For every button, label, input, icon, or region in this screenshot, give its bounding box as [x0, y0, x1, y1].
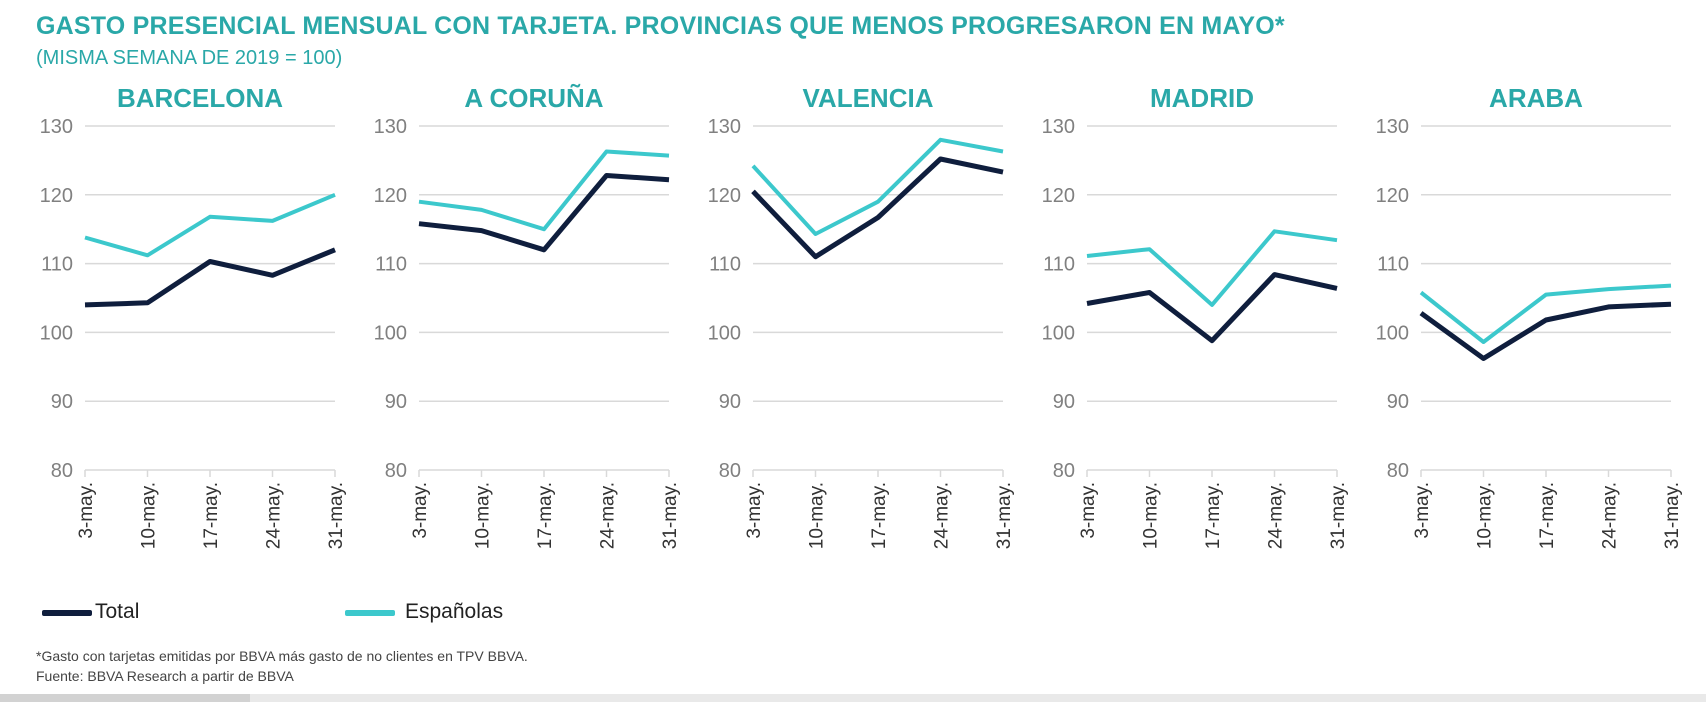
x-tick-label: 3-may.	[1078, 482, 1099, 539]
y-tick-label: 130	[374, 116, 407, 138]
y-tick-label: 110	[41, 254, 73, 276]
y-tick-label: 120	[1042, 185, 1075, 207]
y-tick-label: 120	[40, 185, 73, 207]
y-tick-label: 80	[51, 460, 73, 482]
x-tick-label: 3-may.	[76, 482, 97, 539]
x-tick-label: 10-may.	[807, 482, 828, 549]
y-tick-label: 130	[1376, 116, 1409, 138]
x-tick-label: 24-may.	[1266, 482, 1287, 549]
series-line-espanolas	[751, 137, 1004, 236]
y-tick-label: 110	[709, 254, 741, 276]
x-tick-label: 17-may.	[869, 482, 890, 549]
bottom-scroll-thumb	[0, 694, 250, 702]
series-line-espanolas	[418, 149, 670, 232]
panel-title: BARCELONA	[117, 83, 283, 113]
y-tick-label: 80	[719, 460, 741, 482]
x-tick-label: 3-may.	[1412, 482, 1433, 539]
y-tick-label: 80	[385, 460, 407, 482]
series-line-espanolas	[1419, 283, 1672, 344]
x-tick-label: 24-may.	[1600, 482, 1621, 549]
legend-total-label: Total	[95, 600, 140, 623]
panel-title: ARABA	[1489, 83, 1583, 113]
y-tick-label: 90	[51, 391, 73, 413]
source-note: Fuente: BBVA Research a partir de BBVA	[36, 668, 294, 684]
y-tick-label: 100	[374, 322, 407, 344]
series-line-total	[84, 247, 336, 308]
y-tick-label: 80	[1053, 460, 1075, 482]
x-tick-label: 31-may.	[1328, 482, 1349, 549]
x-tick-label: 31-may.	[994, 482, 1015, 549]
x-tick-label: 17-may.	[1203, 482, 1224, 549]
legend-espanolas-swatch	[345, 610, 395, 616]
y-tick-label: 90	[719, 391, 741, 413]
y-tick-label: 100	[708, 322, 741, 344]
y-tick-label: 110	[1377, 254, 1409, 276]
y-tick-label: 110	[1043, 254, 1075, 276]
y-tick-label: 90	[1053, 391, 1075, 413]
legend-total-swatch	[42, 610, 92, 616]
chart-title: GASTO PRESENCIAL MENSUAL CON TARJETA. PR…	[36, 12, 1285, 40]
x-tick-label: 31-may.	[326, 482, 347, 549]
x-tick-label: 3-may.	[410, 482, 431, 539]
y-tick-label: 100	[40, 322, 73, 344]
x-tick-label: 17-may.	[535, 482, 556, 549]
y-tick-label: 90	[385, 391, 407, 413]
y-tick-label: 120	[374, 185, 407, 207]
y-tick-label: 100	[1042, 322, 1075, 344]
series-line-total	[1086, 272, 1338, 344]
series-line-total	[418, 173, 670, 253]
panel-title: A CORUÑA	[464, 83, 603, 113]
x-tick-label: 31-may.	[1662, 482, 1683, 549]
y-tick-label: 120	[1376, 185, 1409, 207]
legend-espanolas-label: Españolas	[405, 600, 504, 623]
y-tick-label: 80	[1387, 460, 1409, 482]
x-tick-label: 31-may.	[660, 482, 681, 549]
bottom-scroll-track	[0, 694, 1706, 702]
panel-title: MADRID	[1150, 83, 1254, 113]
x-tick-label: 10-may.	[1141, 482, 1162, 549]
y-tick-label: 100	[1376, 322, 1409, 344]
x-tick-label: 10-may.	[1475, 482, 1496, 549]
series-line-total	[751, 156, 1004, 260]
x-tick-label: 24-may.	[598, 482, 619, 549]
chart-subtitle: (MISMA SEMANA DE 2019 = 100)	[36, 47, 343, 69]
x-tick-label: 10-may.	[139, 482, 160, 549]
panel-title: VALENCIA	[803, 83, 934, 113]
series-line-total	[1419, 301, 1672, 361]
series-line-espanolas	[1086, 229, 1338, 307]
y-tick-label: 110	[375, 254, 407, 276]
x-tick-label: 17-may.	[201, 482, 222, 549]
x-tick-label: 10-may.	[473, 482, 494, 549]
y-tick-label: 130	[708, 116, 741, 138]
y-tick-label: 120	[708, 185, 741, 207]
series-line-espanolas	[84, 192, 336, 258]
y-tick-label: 130	[40, 116, 73, 138]
x-tick-label: 3-may.	[744, 482, 765, 539]
x-tick-label: 24-may.	[932, 482, 953, 549]
footnote: *Gasto con tarjetas emitidas por BBVA má…	[36, 648, 528, 664]
x-tick-label: 24-may.	[264, 482, 285, 549]
y-tick-label: 130	[1042, 116, 1075, 138]
x-tick-label: 17-may.	[1537, 482, 1558, 549]
y-tick-label: 90	[1387, 391, 1409, 413]
